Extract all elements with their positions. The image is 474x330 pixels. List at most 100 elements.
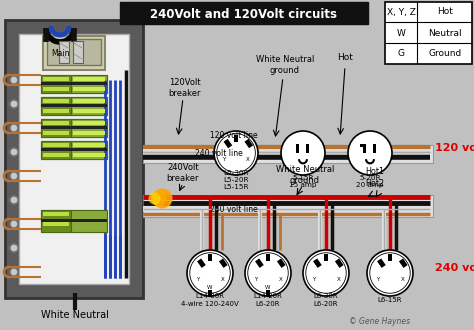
Circle shape (214, 131, 258, 175)
Point (150, 195, 158, 201)
Bar (41, 219, 107, 222)
Bar (59, 41, 69, 63)
Text: X: X (246, 157, 250, 162)
Circle shape (303, 250, 349, 296)
Bar (197, 258, 206, 268)
Bar (374, 144, 376, 153)
Text: 120Volt
breaker: 120Volt breaker (169, 78, 201, 98)
Text: 240Volt
breaker: 240Volt breaker (167, 163, 199, 183)
Bar (245, 139, 253, 148)
Text: X: X (221, 278, 225, 282)
Bar (71, 141, 107, 159)
Bar (385, 2, 472, 64)
Circle shape (370, 253, 410, 293)
Circle shape (10, 244, 18, 252)
Text: L5-30R
L5-20R
L5-15R: L5-30R L5-20R L5-15R (223, 170, 249, 190)
Circle shape (10, 76, 18, 84)
Bar (41, 104, 107, 107)
Text: 240 volt: 240 volt (435, 263, 474, 273)
Bar (364, 144, 366, 153)
Bar (277, 258, 286, 268)
Bar (43, 77, 69, 81)
Bar (208, 254, 212, 261)
Bar (73, 41, 83, 63)
Text: 120 volt: 120 volt (435, 143, 474, 153)
Bar (71, 210, 107, 232)
Circle shape (306, 253, 346, 293)
Bar (41, 75, 71, 93)
Bar (73, 87, 105, 91)
Bar (335, 258, 344, 268)
Bar (5, 20, 143, 298)
Circle shape (10, 220, 18, 228)
Bar (43, 87, 69, 91)
Text: X, Y, Z: X, Y, Z (387, 8, 415, 16)
Text: X: X (279, 278, 283, 282)
Circle shape (348, 131, 392, 175)
Bar (73, 143, 105, 147)
Text: 5-15R
15 amp: 5-15R 15 amp (289, 175, 317, 187)
Text: G: G (208, 254, 212, 259)
Text: L14-30R
4-wire 120-240V: L14-30R 4-wire 120-240V (181, 293, 239, 307)
Text: Neutral: Neutral (428, 28, 462, 38)
Bar (313, 258, 322, 268)
Circle shape (190, 253, 230, 293)
Bar (41, 141, 71, 159)
Bar (71, 97, 107, 115)
Bar (360, 144, 365, 147)
Bar (255, 258, 264, 268)
Text: G: G (398, 49, 404, 57)
Text: 240Volt and 120Volt circuits: 240Volt and 120Volt circuits (151, 8, 337, 20)
Text: 240 volt line: 240 volt line (195, 149, 243, 158)
Text: W: W (207, 285, 213, 290)
Text: L14-20R
L6-20R: L14-20R L6-20R (254, 293, 283, 307)
Text: 120 volt line: 120 volt line (210, 131, 258, 141)
Bar (73, 153, 105, 157)
Bar (71, 119, 107, 137)
Circle shape (245, 250, 291, 296)
Bar (120, 2, 368, 24)
Circle shape (10, 268, 18, 276)
Bar (73, 131, 105, 135)
Point (158, 195, 166, 201)
Bar (41, 210, 71, 232)
Bar (41, 97, 107, 115)
Bar (41, 75, 107, 93)
Bar (266, 289, 270, 297)
Circle shape (10, 196, 18, 204)
Bar (43, 109, 69, 113)
Text: Hot: Hot (337, 53, 353, 62)
Bar (43, 99, 69, 103)
Circle shape (10, 124, 18, 132)
Circle shape (187, 250, 233, 296)
Text: Y: Y (312, 278, 315, 282)
Bar (73, 121, 105, 125)
Text: L6-30R
L6-20R: L6-30R L6-20R (314, 293, 338, 307)
Text: White Neutral
ground: White Neutral ground (276, 165, 334, 185)
Bar (43, 121, 69, 125)
Text: Hot2: Hot2 (365, 179, 384, 187)
Bar (41, 119, 107, 137)
Bar (266, 254, 270, 261)
Bar (306, 144, 310, 153)
Bar (41, 97, 71, 115)
Text: G: G (234, 135, 238, 140)
Text: Hot1: Hot1 (365, 168, 384, 177)
Bar (19, 34, 129, 284)
Text: X: X (401, 278, 404, 282)
Text: G: G (266, 254, 270, 259)
Text: © Gene Haynes: © Gene Haynes (349, 317, 410, 326)
Bar (224, 139, 232, 148)
Bar (41, 210, 107, 232)
Bar (73, 109, 105, 113)
Text: W: W (397, 28, 405, 38)
Circle shape (10, 100, 18, 108)
Text: Main: Main (51, 49, 70, 57)
Text: Ground: Ground (428, 49, 462, 57)
Text: W: W (265, 285, 271, 290)
Bar (71, 75, 107, 93)
Bar (41, 141, 107, 159)
Bar (43, 36, 105, 70)
Bar (47, 39, 101, 65)
Bar (43, 222, 69, 226)
